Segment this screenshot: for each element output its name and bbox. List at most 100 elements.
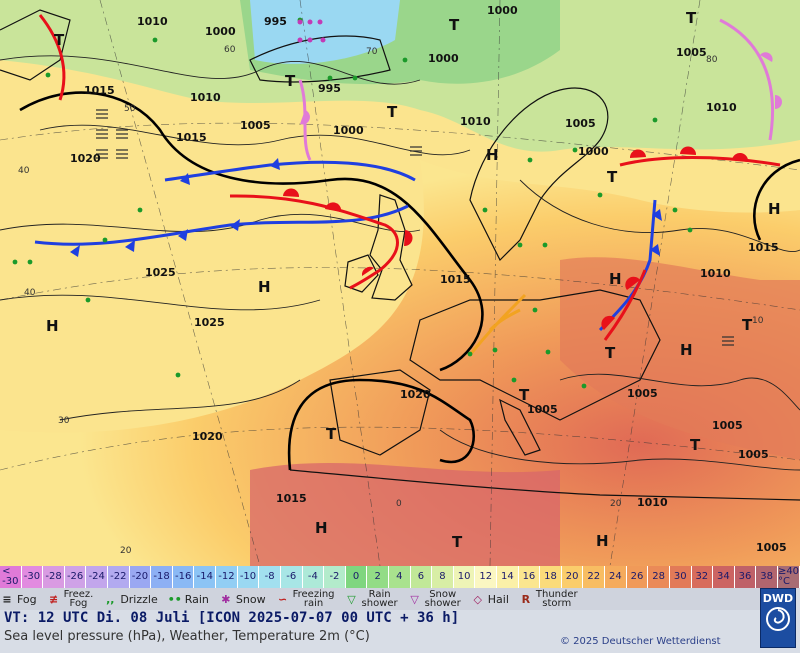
legend-drizzle: ,, Drizzle: [103, 592, 158, 606]
legend-rain-shower-label: Rain shower: [361, 589, 398, 609]
isobar-label: 995: [264, 15, 287, 28]
isobar-labels: 1010 1000 995 1000 1000 1010 1000 1005 1…: [70, 4, 787, 554]
high-center: H: [609, 270, 622, 288]
scale-cell: 34: [713, 566, 735, 588]
main-isobars: [19, 91, 800, 471]
isobar-label: 1005: [738, 448, 769, 461]
dwd-swirl-icon: [766, 607, 790, 631]
low-center: T: [285, 72, 296, 90]
scale-cell: 24: [605, 566, 627, 588]
fog-icon: ≡: [2, 592, 12, 606]
low-center: T: [449, 16, 460, 34]
low-center: T: [742, 316, 753, 334]
isotherm-label: 20: [610, 499, 622, 509]
scale-cell: -24: [86, 566, 109, 588]
high-center: H: [46, 317, 59, 335]
isobar-label: 1015: [276, 492, 307, 505]
front-symbols: [70, 52, 782, 330]
legend-snow-shower-label: Snow shower: [424, 589, 461, 609]
scale-cell: 8: [432, 566, 454, 588]
isobar-1010-east: [753, 158, 800, 241]
scale-cell: -12: [216, 566, 238, 588]
isobar-label: 1020: [70, 152, 101, 165]
low-center: T: [54, 31, 65, 49]
warm-front-east: [619, 156, 781, 167]
scale-cell: < -30: [0, 566, 22, 588]
isobar-label: 995: [318, 82, 341, 95]
isobar-1015: [19, 91, 484, 372]
scale-cell: 14: [497, 566, 519, 588]
coast-africa: [289, 469, 800, 501]
isotherm-label: 30: [58, 416, 70, 426]
snow-icon: ✱: [221, 592, 231, 606]
isobar-label: 1020: [192, 430, 223, 443]
scale-cell: -26: [64, 566, 87, 588]
scale-cell: -14: [194, 566, 217, 588]
isotherm-label: 0: [396, 499, 402, 509]
hail-icon: ◇: [473, 592, 482, 606]
isobar-label: 1010: [190, 91, 221, 104]
legend-snow: ✱ Snow: [219, 592, 266, 606]
pressure-centers: H H H H H H H H T T T T T T T T T T T T: [46, 9, 781, 551]
temperature-zone-freezing: [250, 0, 400, 64]
coast-italy: [499, 398, 541, 456]
legend-thunderstorm-label: Thunder storm: [535, 589, 578, 609]
scale-cell: 2: [367, 566, 389, 588]
high-center: H: [258, 278, 271, 296]
legend-freezing-rain-label: Freezing rain: [292, 589, 335, 609]
scale-cell: -18: [151, 566, 173, 588]
drizzle-icon: ,,: [106, 592, 115, 606]
weather-legend: ≡ Fog ≢ Freez. Fog ,, Drizzle •• Rain ✱ …: [0, 588, 760, 610]
isotherm-label: 40: [18, 166, 30, 176]
cold-front-atlantic: [34, 204, 409, 246]
scale-cell: 22: [583, 566, 606, 588]
rain-icon: ••: [167, 592, 182, 606]
dwd-logo: DWD: [760, 588, 796, 648]
scale-cell: 32: [691, 566, 714, 588]
scale-cell: 26: [626, 566, 649, 588]
isobar-label: 1010: [637, 496, 668, 509]
coast-central-europe: [409, 289, 661, 421]
thunderstorm-icon: R: [521, 592, 531, 606]
isobar-label: 1015: [748, 241, 779, 254]
graticule: [0, 0, 800, 566]
scale-cell: -8: [259, 566, 281, 588]
isobar-label: 1000: [578, 145, 609, 158]
isobar-label: 1000: [333, 124, 364, 137]
legend-snow-label: Snow: [235, 592, 266, 606]
scale-cell: -10: [237, 566, 260, 588]
scale-cell: ≥40 °C: [777, 566, 800, 588]
high-center: H: [315, 519, 328, 537]
isobar-label: 1015: [84, 84, 115, 97]
isobar-label: 1015: [440, 273, 471, 286]
isobar-label: 1025: [145, 266, 176, 279]
legend-hail-label: Hail: [487, 592, 509, 606]
isobar-1020: [287, 378, 475, 471]
isobar-label: 1005: [756, 541, 787, 554]
low-center: T: [519, 386, 530, 404]
high-center: H: [596, 532, 609, 550]
snow-shower-icon: ▽: [410, 592, 419, 606]
low-center: T: [452, 533, 463, 551]
low-center: T: [605, 344, 616, 362]
copyright: © 2025 Deutscher Wetterdienst: [560, 636, 721, 647]
scale-cell: 16: [518, 566, 541, 588]
isobar-label: 1010: [700, 267, 731, 280]
isobar-label: 1010: [460, 115, 491, 128]
isotherm-label: 60: [224, 45, 236, 55]
legend-fog-label: Fog: [17, 592, 37, 606]
scale-cell: -22: [108, 566, 130, 588]
isobar-label: 1020: [400, 388, 431, 401]
trough-branch: [488, 308, 521, 332]
scale-cell: 28: [648, 566, 670, 588]
rain-shower-icon: ▽: [347, 592, 356, 606]
coast-iceland: [249, 35, 391, 83]
coastlines: [0, 9, 800, 501]
isobars: [0, 55, 800, 471]
legend-thunderstorm: R Thunder storm: [519, 589, 578, 609]
isobar-label: 1005: [565, 117, 596, 130]
high-center: H: [768, 200, 781, 218]
legend-freezing-fog-label: Freez. Fog: [63, 589, 94, 609]
scale-cell: 0: [345, 566, 368, 588]
scale-cell: -28: [43, 566, 65, 588]
